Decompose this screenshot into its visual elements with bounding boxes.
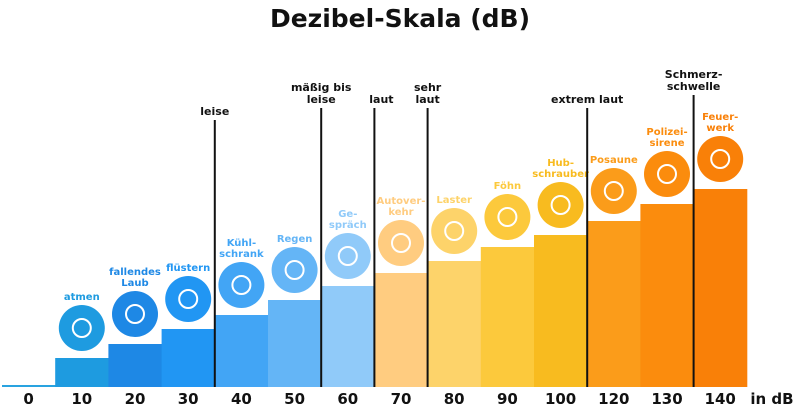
- bar-0: [2, 385, 56, 387]
- tick-label: 100: [545, 390, 576, 408]
- hair-dryer-icon: [484, 194, 531, 240]
- falling-leaves-icon: [112, 291, 158, 337]
- tick-label: 40: [231, 390, 252, 408]
- tick-label: 70: [391, 390, 412, 408]
- unit-label: in dB: [750, 390, 793, 408]
- zone-label: leise: [200, 105, 229, 118]
- lungs-icon: [58, 305, 105, 351]
- source-label: Autover-kehr: [377, 196, 426, 218]
- bar-70: [374, 273, 429, 387]
- source-label: Feuer-werk: [702, 112, 738, 134]
- bar-140: [693, 189, 748, 387]
- source-label: Posaune: [590, 155, 638, 166]
- zone-label: extrem laut: [551, 93, 623, 106]
- tick-label: 60: [337, 390, 358, 408]
- fireworks-icon: [697, 136, 744, 182]
- tick-label: 20: [125, 390, 146, 408]
- bar-100: [534, 235, 588, 387]
- tick-label: 0: [23, 390, 33, 408]
- zone-label: mäßig bis leise: [291, 81, 352, 106]
- tick-label: 50: [284, 390, 305, 408]
- source-label: Laster: [436, 195, 472, 206]
- source-label: Polizei-sirene: [646, 127, 687, 149]
- tick-label: 90: [497, 390, 518, 408]
- bar-40: [214, 315, 269, 387]
- source-label: Ge-spräch: [329, 209, 367, 231]
- source-label: Kühl-schrank: [219, 238, 264, 260]
- source-label: Hub-schrauber: [532, 158, 589, 180]
- bar-80: [427, 261, 482, 387]
- source-label: flüstern: [166, 263, 210, 274]
- helicopter-icon: [537, 182, 584, 228]
- bar-50: [268, 300, 322, 387]
- car-icon: [378, 220, 424, 266]
- page-title: Dezibel-Skala (dB): [269, 4, 531, 33]
- bar-120: [587, 221, 641, 387]
- bar-20: [108, 344, 163, 387]
- police-car-icon: [644, 151, 690, 197]
- speech-bubbles-icon: [324, 233, 371, 279]
- source-label: fallendes Laub: [109, 267, 161, 289]
- bar-60: [321, 286, 375, 387]
- trombone-icon: [590, 168, 637, 214]
- tick-label: 130: [651, 390, 682, 408]
- zone-label: laut: [369, 93, 393, 106]
- zone-label: Schmerz-schwelle: [665, 68, 723, 93]
- bar-130: [640, 204, 695, 387]
- tick-label: 120: [598, 390, 629, 408]
- source-label: Regen: [277, 234, 313, 245]
- bar-30: [161, 329, 216, 387]
- zone-label: sehr laut: [414, 81, 442, 106]
- truck-icon: [431, 208, 478, 254]
- source-label: atmen: [64, 292, 100, 303]
- rain-cloud-icon: [271, 247, 318, 293]
- tick-label: 30: [178, 390, 199, 408]
- source-label: Föhn: [494, 181, 522, 192]
- tick-label: 80: [444, 390, 465, 408]
- bar-10: [55, 358, 109, 387]
- whisper-icon: [165, 276, 212, 322]
- tick-label: 140: [705, 390, 736, 408]
- tick-label: 10: [71, 390, 92, 408]
- fridge-icon: [218, 262, 265, 308]
- bar-90: [480, 247, 535, 387]
